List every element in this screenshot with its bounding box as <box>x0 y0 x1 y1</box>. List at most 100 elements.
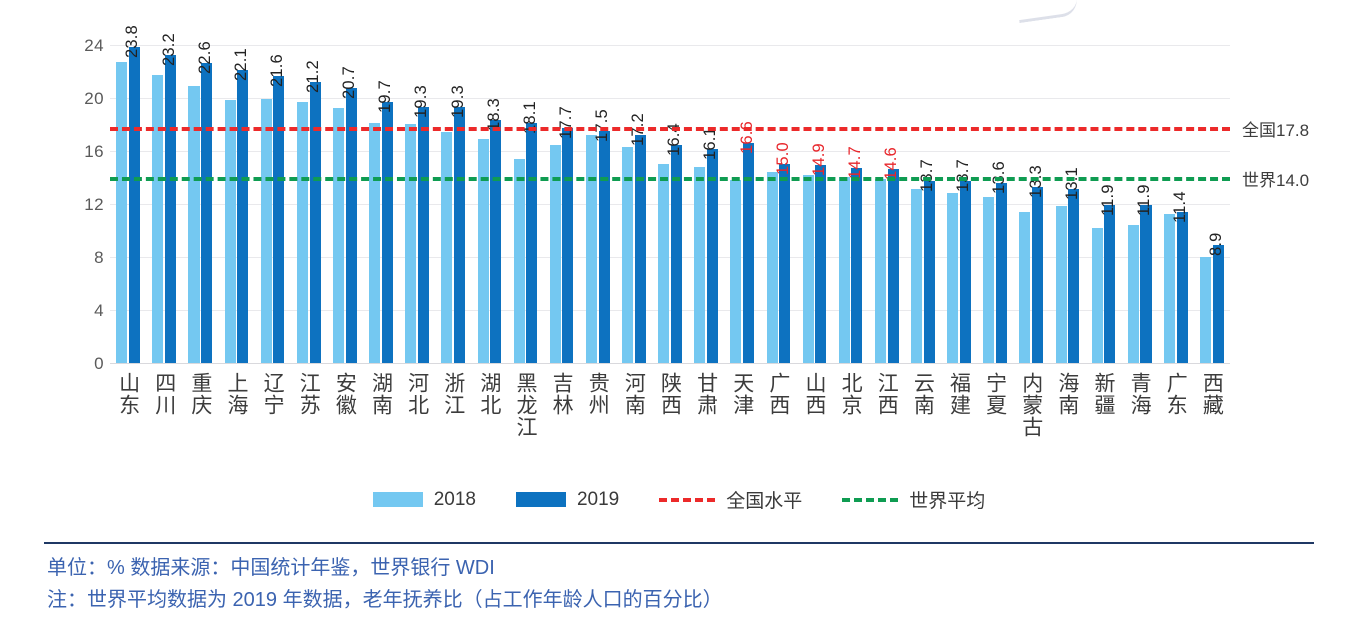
bar-group <box>1019 18 1044 363</box>
bar-value-label: 15.0 <box>773 142 792 175</box>
bar-2018 <box>441 132 453 363</box>
bar-value-label: 14.7 <box>845 146 864 179</box>
x-axis-label: 云南 <box>911 372 935 416</box>
bar-group <box>369 18 393 363</box>
x-axis-label: 江苏 <box>297 372 321 416</box>
y-axis-tick-label: 4 <box>94 300 104 320</box>
x-axis-label: 河北 <box>405 372 429 416</box>
bar-value-label: 19.3 <box>448 84 467 118</box>
legend-item[interactable]: 2018 <box>372 488 476 511</box>
x-axis-label: 山东 <box>116 372 140 416</box>
bar-group <box>1127 18 1152 363</box>
bar-group <box>441 18 466 363</box>
x-axis-label: 青海 <box>1128 372 1152 416</box>
legend-item[interactable]: 世界平均 <box>842 486 985 513</box>
gridline <box>110 44 1230 46</box>
bar-value-label: 16.6 <box>737 120 756 154</box>
plot-area: 23.8 23.2 22.6 22.1 21.6 21.2 20.7 19.7 19.3 19.3… <box>110 18 1230 364</box>
legend-item[interactable]: 全国水平 <box>659 486 802 513</box>
bar-2019 <box>381 101 393 363</box>
bar-2018 <box>1055 206 1067 363</box>
x-axis-label: 湖北 <box>477 372 501 416</box>
bar-2018 <box>477 138 489 363</box>
y-axis-tick-label: 20 <box>84 88 104 108</box>
legend-dash-swatch <box>659 497 716 502</box>
x-axis-label: 天津 <box>730 372 754 416</box>
bar-2018 <box>116 61 128 363</box>
gridline <box>110 150 1230 152</box>
bar-group <box>1200 18 1224 363</box>
bar-value-label: 19.3 <box>412 84 431 118</box>
bar-value-label: 21.2 <box>304 59 323 93</box>
bar-2018 <box>1019 211 1031 363</box>
bar-value-label: 22.1 <box>231 47 250 81</box>
x-axis-label: 福建 <box>947 372 971 416</box>
x-axis-label: 辽宁 <box>261 372 285 416</box>
x-axis-label: 广东 <box>1164 372 1188 416</box>
bar-group <box>116 18 140 363</box>
bar-2018 <box>838 177 850 363</box>
bar-2019 <box>995 182 1007 363</box>
legend-label: 2018 <box>433 488 476 510</box>
bar-group <box>658 18 682 363</box>
bar-2018 <box>549 145 561 363</box>
bar-group <box>838 18 863 363</box>
bar-group <box>152 18 177 363</box>
bar-2019 <box>237 69 249 363</box>
bar-value-label: 13.7 <box>954 159 973 193</box>
bar-2019 <box>201 63 213 363</box>
bar-2019 <box>959 181 971 363</box>
y-axis-tick-label: 12 <box>84 194 104 214</box>
legend-dash-swatch <box>842 497 899 502</box>
bar-group <box>549 18 574 363</box>
bar-2019 <box>417 106 429 363</box>
x-axis-label: 广西 <box>766 372 790 416</box>
bar-value-label: 8.9 <box>1207 232 1226 256</box>
bar-2019 <box>309 81 321 363</box>
footer-source-line: 单位：% 数据来源：中国统计年鉴，世界银行 WDI <box>47 557 495 579</box>
bar-2019 <box>562 128 574 363</box>
bar-group <box>694 18 718 363</box>
x-axis-label: 北京 <box>839 372 863 416</box>
bar-2019 <box>743 142 755 363</box>
legend-label: 世界平均 <box>909 491 986 512</box>
bar-group <box>622 18 646 363</box>
legend-item[interactable]: 2019 <box>515 489 619 511</box>
bar-2018 <box>585 134 597 363</box>
x-axis-label: 新疆 <box>1092 372 1116 416</box>
bar-value-label: 23.8 <box>123 25 142 59</box>
bar-2019 <box>490 120 502 363</box>
bar-group <box>296 18 321 363</box>
bar-group <box>333 18 357 363</box>
bar-value-label: 21.6 <box>267 54 286 88</box>
x-axis-label: 吉林 <box>550 372 574 416</box>
bar-2018 <box>622 146 634 363</box>
bar-series-layer: 23.8 23.2 22.6 22.1 21.6 21.2 20.7 19.7 19.3 19.3… <box>110 18 1230 363</box>
bar-value-label: 17.5 <box>593 108 612 142</box>
gridline <box>110 309 1230 311</box>
x-axis-label: 甘肃 <box>694 372 718 416</box>
bar-value-label: 13.1 <box>1062 167 1081 201</box>
reference-label-world: 世界14.0 <box>1242 171 1310 191</box>
x-axis-label: 浙江 <box>441 372 465 416</box>
bar-2019 <box>128 47 140 363</box>
bar-value-label: 11.9 <box>1135 184 1153 217</box>
bar-2019 <box>598 130 610 363</box>
chart-canvas: 23.8 23.2 22.6 22.1 21.6 21.2 20.7 19.7 19.3 19.3… <box>84 18 1310 438</box>
bar-2018 <box>874 178 886 363</box>
reference-line-world <box>110 177 1230 182</box>
legend-label: 全国水平 <box>726 491 803 512</box>
bar-group <box>477 18 502 363</box>
bar-2018 <box>983 197 995 363</box>
bar-2019 <box>1032 186 1044 363</box>
gridline <box>110 203 1230 205</box>
y-axis-tick-label: 24 <box>84 35 104 55</box>
bar-value-label: 22.6 <box>195 41 214 75</box>
bar-2018 <box>296 101 308 363</box>
bar-2018 <box>152 75 164 363</box>
bar-2019 <box>345 88 357 363</box>
x-axis-label: 黑龙江 <box>513 372 537 438</box>
x-axis-label: 内蒙古 <box>1019 372 1043 438</box>
bar-2018 <box>694 166 706 363</box>
bar-2019 <box>273 76 285 363</box>
